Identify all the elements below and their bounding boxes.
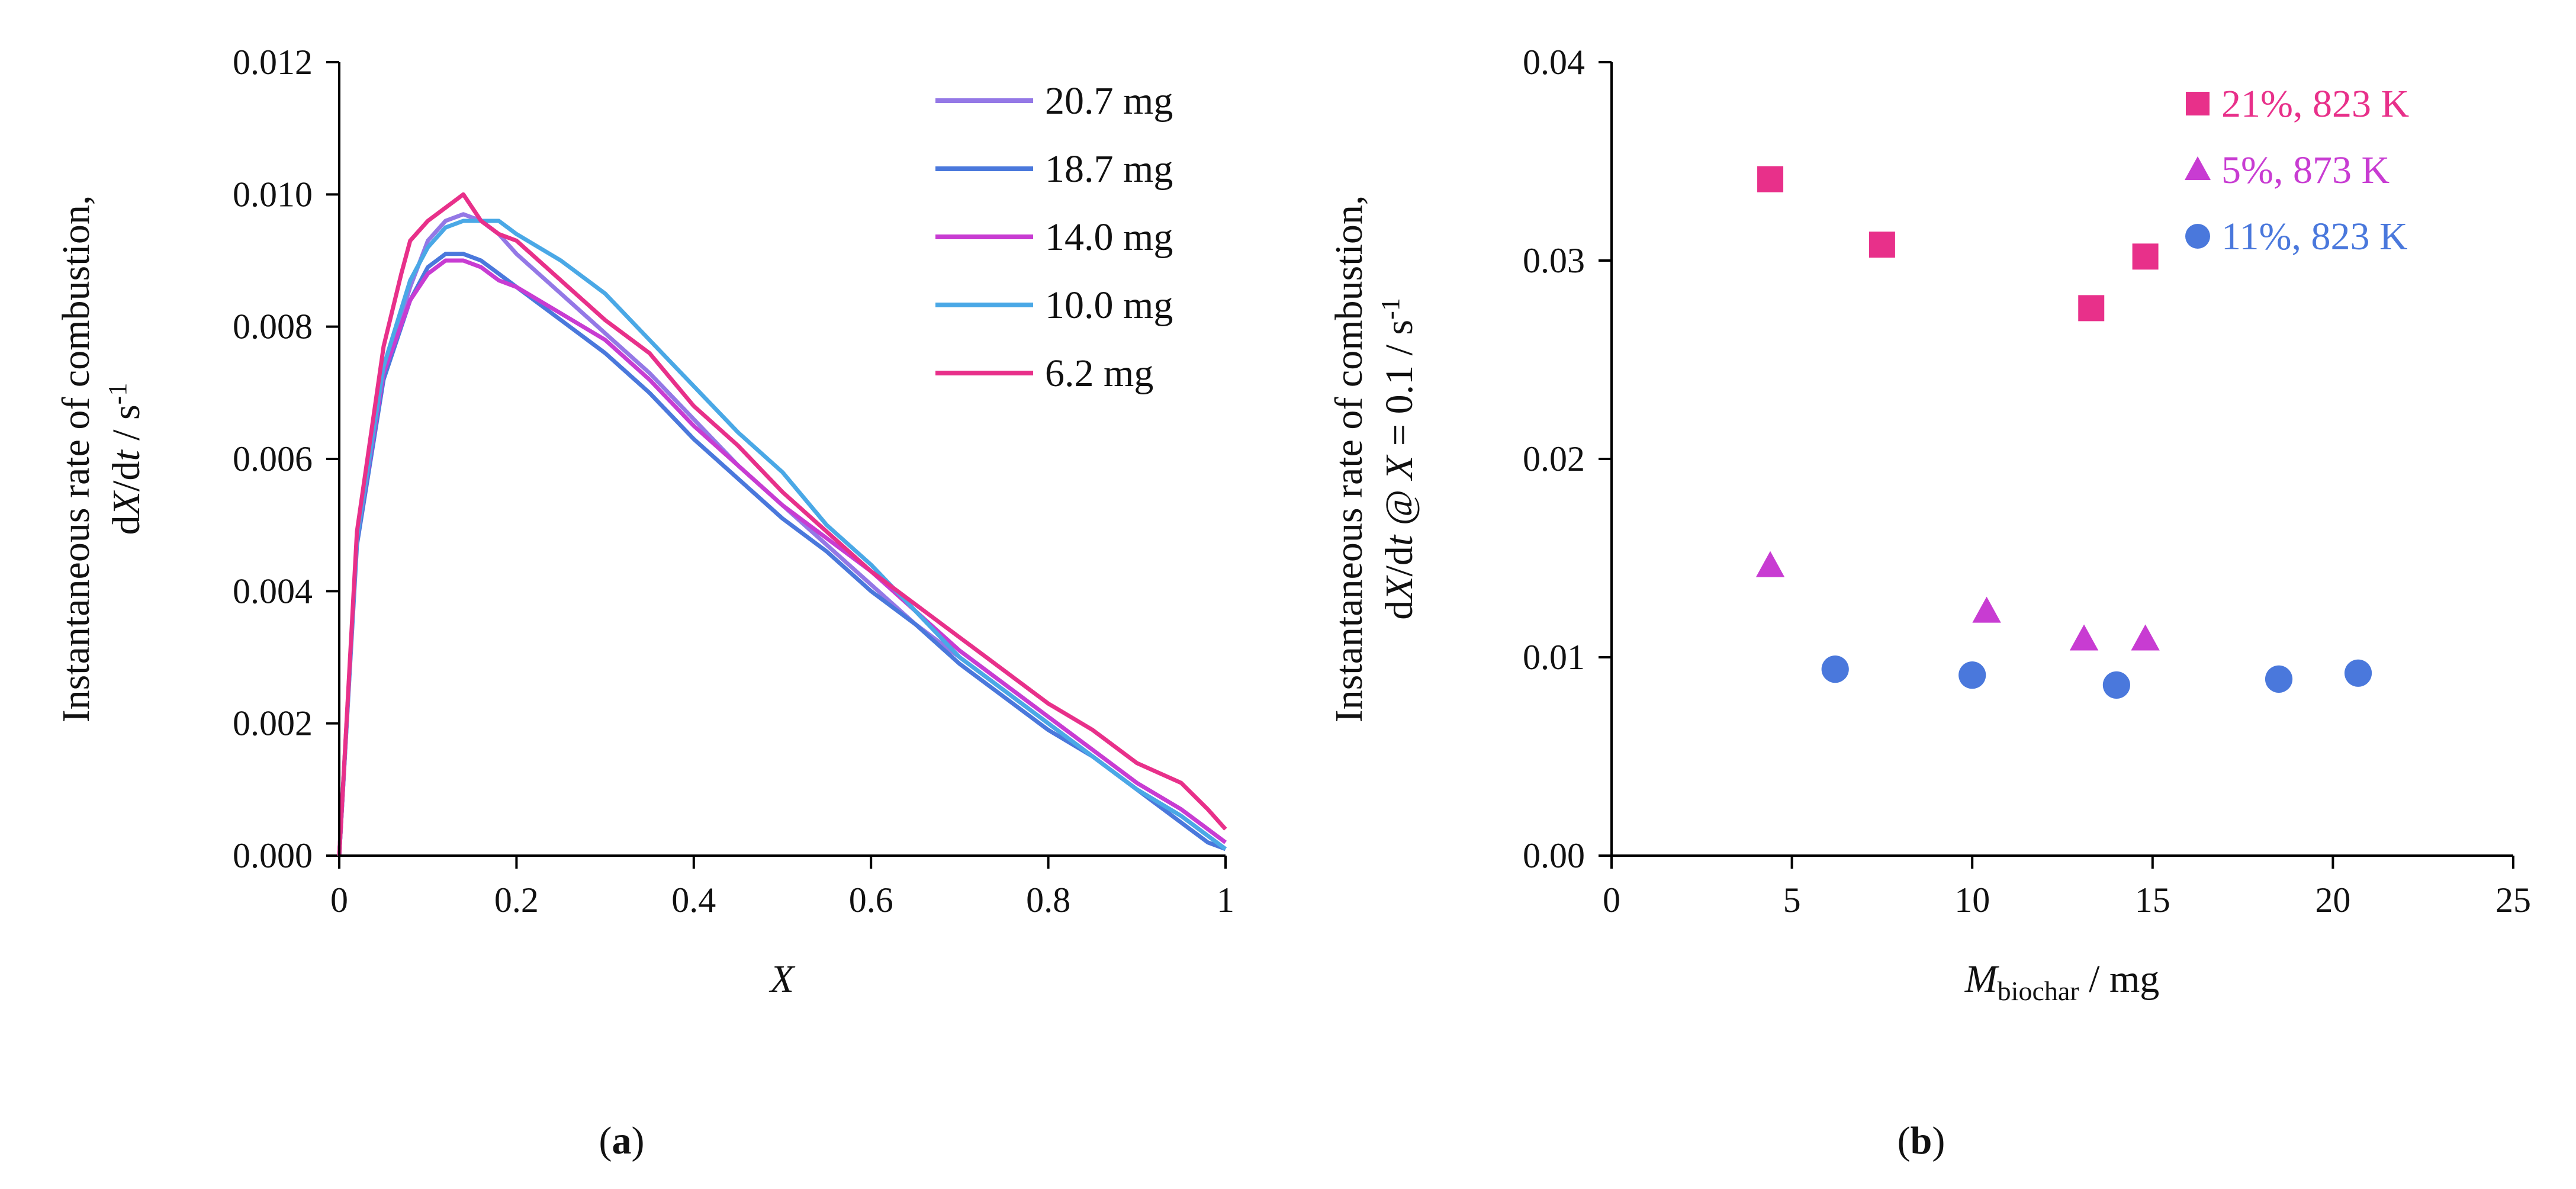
legend-label: 20.7 mg xyxy=(1045,79,1173,123)
panel-a-x-label: X xyxy=(768,957,796,1001)
panel-a-y-tick-label: 0.002 xyxy=(233,704,313,743)
panel-a-y-tick-label: 0.012 xyxy=(233,43,313,82)
panel-a-label: (a) xyxy=(599,1119,645,1162)
panel-a-legend: 20.7 mg 18.7 mg 14.0 mg 10.0 mg 6.2 mg xyxy=(935,79,1173,395)
data-point-circle xyxy=(2102,671,2130,699)
panel-a-x-tick-label: 0.2 xyxy=(494,880,539,920)
data-point-circle xyxy=(2344,659,2372,687)
data-point-triangle xyxy=(2069,624,2099,651)
panel-b-x-tick-label: 10 xyxy=(1954,880,1990,920)
data-point-square xyxy=(1757,166,1784,192)
data-point-square xyxy=(2132,243,2159,270)
legend-marker-triangle xyxy=(2185,156,2211,180)
panel-a-x-tick-label: 0.4 xyxy=(671,880,716,920)
legend-label: 5%, 873 K xyxy=(2221,149,2390,192)
data-point-triangle xyxy=(1972,596,2001,623)
data-point-triangle xyxy=(2131,624,2160,651)
panel-a-y-tick-label: 0.004 xyxy=(233,571,313,610)
panel-a-y-tick-label: 0.008 xyxy=(233,307,313,346)
data-point-square xyxy=(2078,295,2105,322)
panel-b-x-label: Mbiochar / mg xyxy=(1964,957,2160,1006)
panel-a-y-tick-label: 0.006 xyxy=(233,439,313,478)
legend-label: 10.0 mg xyxy=(1045,284,1173,327)
legend-marker-circle xyxy=(2185,224,2210,249)
panel-b-y-label-line1: Instantaneous rate of combustion, xyxy=(1327,195,1371,723)
series-line-18.7-mg xyxy=(337,252,1227,856)
panel-a-ticks: 0 0.2 0.4 0.6 0.8 1 0.000 0.002 0.004 0.006 0.008 0… xyxy=(233,43,1234,920)
panel-a-lines xyxy=(337,192,1227,856)
panel-b-x-tick-label: 20 xyxy=(2315,880,2350,920)
series-line-6.2-mg xyxy=(337,192,1227,856)
panel-a-y-tick-label: 0.000 xyxy=(233,836,313,875)
legend-label: 18.7 mg xyxy=(1045,147,1173,191)
data-point-circle xyxy=(1958,661,1986,689)
panel-b-legend: 21%, 823 K 5%, 873 K 11%, 823 K xyxy=(2185,82,2409,258)
panel-a-x-tick-label: 0.6 xyxy=(849,880,893,920)
panel-a: 0 0.2 0.4 0.6 0.8 1 0.000 0.002 0.004 0.006 0.008 0… xyxy=(54,43,1234,1162)
panel-b-y-tick-label: 0.03 xyxy=(1523,241,1585,280)
legend-label: 6.2 mg xyxy=(1045,352,1153,395)
panel-b-y-tick-label: 0.02 xyxy=(1523,439,1585,478)
panel-b-x-tick-label: 5 xyxy=(1783,880,1801,920)
panel-b-y-tick-label: 0.01 xyxy=(1523,638,1585,677)
data-point-square xyxy=(1869,232,1895,258)
legend-label: 11%, 823 K xyxy=(2221,215,2408,258)
panel-b: 0 5 10 15 20 25 0.00 0.01 0.02 0.03 0.04 21%, 823 … xyxy=(1327,43,2531,1162)
panel-b-x-tick-label: 15 xyxy=(2135,880,2170,920)
panel-b-points xyxy=(1755,166,2372,699)
panel-a-x-tick-label: 1 xyxy=(1217,880,1234,920)
panel-b-label: (b) xyxy=(1898,1119,1945,1162)
panel-b-y-tick-label: 0.00 xyxy=(1523,836,1585,875)
legend-label: 14.0 mg xyxy=(1045,216,1173,259)
panel-a-y-label-line1: Instantaneous rate of combustion, xyxy=(54,195,98,723)
panel-b-y-tick-label: 0.04 xyxy=(1523,43,1585,82)
data-point-circle xyxy=(1821,655,1849,683)
series-line-14.0-mg xyxy=(337,258,1227,856)
panel-b-x-tick-label: 25 xyxy=(2495,880,2531,920)
panel-b-y-label-line2: dX/dt @ X = 0.1 / s-1 xyxy=(1376,298,1421,620)
legend-marker-square xyxy=(2186,92,2210,115)
data-point-circle xyxy=(2265,665,2293,693)
series-line-10.0-mg xyxy=(337,218,1227,856)
legend-label: 21%, 823 K xyxy=(2221,82,2409,126)
panel-b-ticks: 0 5 10 15 20 25 0.00 0.01 0.02 0.03 0.04 xyxy=(1523,43,2531,920)
panel-a-y-label-line2: dX/dt / s-1 xyxy=(103,383,148,535)
panel-b-x-tick-label: 0 xyxy=(1603,880,1620,920)
data-point-triangle xyxy=(1755,551,1785,577)
panel-a-x-tick-label: 0 xyxy=(330,880,348,920)
panel-a-x-tick-label: 0.8 xyxy=(1026,880,1070,920)
panel-a-y-tick-label: 0.010 xyxy=(233,175,313,214)
